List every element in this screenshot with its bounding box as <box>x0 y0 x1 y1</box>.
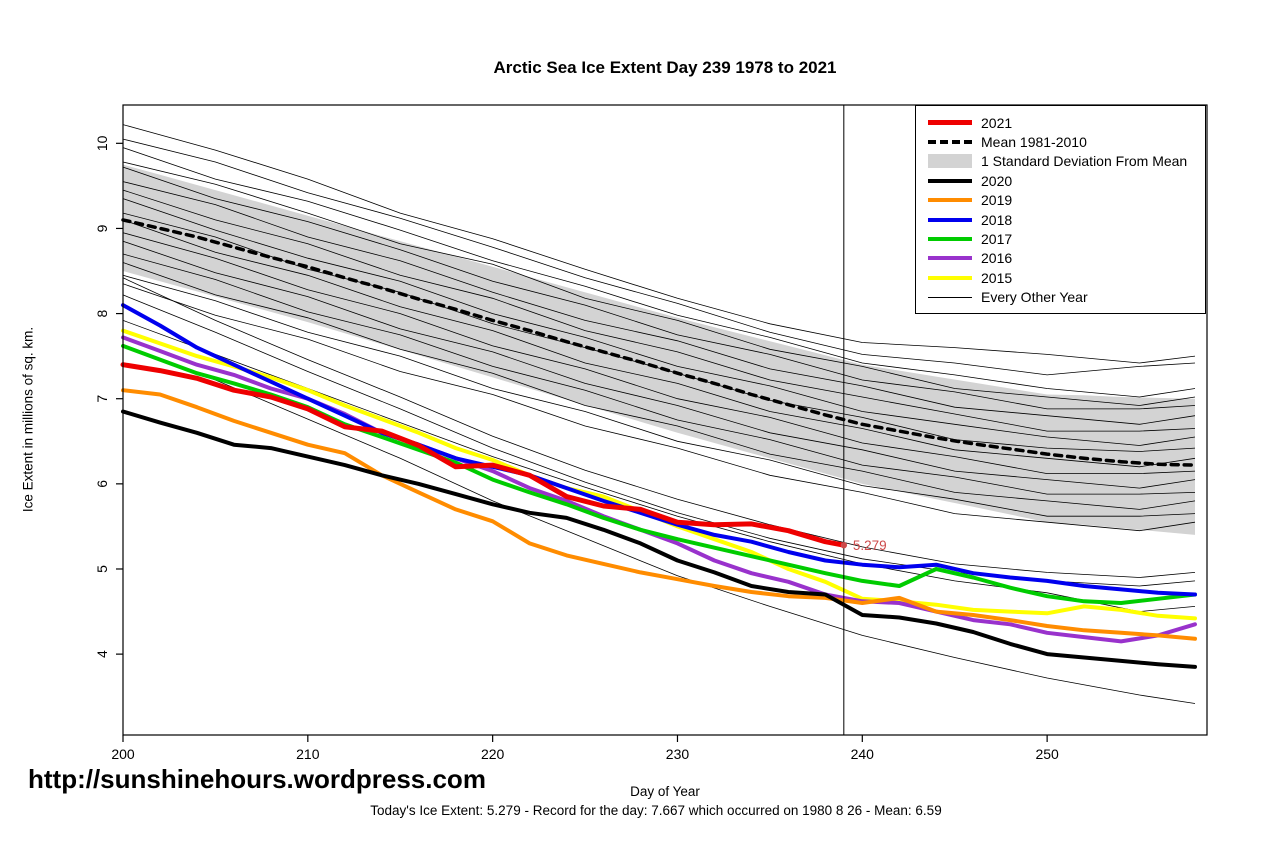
legend-swatch-2020 <box>928 178 972 183</box>
legend-item-1-standard-deviation-from-mean: 1 Standard Deviation From Mean <box>928 152 1205 171</box>
chart-title: Arctic Sea Ice Extent Day 239 1978 to 20… <box>493 58 837 77</box>
x-tick-label: 230 <box>666 746 690 762</box>
y-tick-label: 6 <box>94 480 110 488</box>
legend-item-2018: 2018 <box>928 210 1205 229</box>
x-axis-label: Day of Year <box>630 784 700 799</box>
legend-swatch-2017 <box>928 237 972 242</box>
series-line-mean-1981-2010 <box>121 218 1197 467</box>
series-line-2018 <box>121 303 1197 597</box>
background-year-line-2 <box>122 147 1196 398</box>
background-year-line-11 <box>122 240 1196 489</box>
y-tick-label: 5 <box>94 565 110 573</box>
legend-label-2020: 2020 <box>981 172 1013 189</box>
legend-swatch-mean-1981-2010 <box>928 140 972 145</box>
legend-label-1-standard-deviation-from-mean: 1 Standard Deviation From Mean <box>981 153 1188 170</box>
legend-label-2021: 2021 <box>981 114 1013 131</box>
y-tick-label: 9 <box>94 224 110 232</box>
source-url-text: http://sunshinehours.wordpress.com <box>28 764 486 794</box>
background-year-line-4 <box>122 166 1196 410</box>
legend-item-2021: 2021 <box>928 113 1205 132</box>
background-year-line-7 <box>122 198 1196 446</box>
x-tick-label: 200 <box>111 746 135 762</box>
background-year-line-6 <box>122 189 1196 432</box>
series-line-2021 <box>120 362 847 548</box>
legend-label-every-other-year: Every Other Year <box>981 289 1088 306</box>
background-year-line-18 <box>122 345 1196 704</box>
legend-swatch-2016 <box>928 256 972 261</box>
y-tick-label: 7 <box>94 395 110 403</box>
legend-swatch-2015 <box>928 275 972 280</box>
background-year-line-10 <box>122 232 1196 475</box>
background-year-line-12 <box>122 253 1196 495</box>
legend-label-2019: 2019 <box>981 192 1013 209</box>
x-tick-label: 250 <box>1035 746 1059 762</box>
legend-swatch-2021 <box>928 120 972 126</box>
legend-swatch-every-other-year <box>928 296 972 298</box>
y-tick-label: 8 <box>94 309 110 317</box>
legend-item-mean-1981-2010: Mean 1981-2010 <box>928 132 1205 151</box>
series-line-2020 <box>121 409 1197 669</box>
legend-item-2020: 2020 <box>928 171 1205 190</box>
background-year-line-13 <box>122 262 1196 510</box>
summary-caption: Today's Ice Extent: 5.279 - Record for t… <box>370 803 942 818</box>
std-dev-band <box>123 164 1195 535</box>
y-tick-label: 10 <box>94 135 110 151</box>
legend-label-2018: 2018 <box>981 211 1013 228</box>
legend-swatch-2019 <box>928 198 972 203</box>
background-year-line-14 <box>122 274 1196 517</box>
current-value-point <box>840 542 848 549</box>
legend-item-2017: 2017 <box>928 229 1205 248</box>
y-tick-label: 4 <box>94 650 110 658</box>
legend-swatch-2018 <box>928 217 972 222</box>
x-tick-label: 240 <box>851 746 875 762</box>
plot-border <box>122 104 1208 736</box>
legend: 2021 Mean 1981-2010 1 Standard Deviation F… <box>915 105 1206 314</box>
background-year-line-17 <box>122 277 1196 578</box>
background-year-line-3 <box>122 161 1196 406</box>
current-value-label: 5.279 <box>853 538 887 553</box>
legend-label-2015: 2015 <box>981 269 1013 286</box>
x-tick-label: 220 <box>481 746 505 762</box>
legend-label-2017: 2017 <box>981 231 1013 248</box>
legend-swatch-1-standard-deviation-from-mean <box>928 154 972 169</box>
legend-item-2019: 2019 <box>928 191 1205 210</box>
x-tick-label: 210 <box>296 746 320 762</box>
legend-item-2015: 2015 <box>928 268 1205 287</box>
legend-label-2016: 2016 <box>981 250 1013 267</box>
background-year-line-1 <box>122 138 1196 376</box>
legend-item-every-other-year: Every Other Year <box>928 288 1205 307</box>
background-year-line-5 <box>122 181 1196 425</box>
legend-item-2016: 2016 <box>928 249 1205 268</box>
series-line-2019 <box>121 388 1197 641</box>
y-axis-label: Ice Extent in millions of sq. km. <box>20 326 36 513</box>
legend-label-mean-1981-2010: Mean 1981-2010 <box>981 134 1087 151</box>
background-year-line-9 <box>122 219 1196 468</box>
background-year-line-15 <box>122 283 1196 532</box>
background-year-line-0 <box>122 124 1196 364</box>
